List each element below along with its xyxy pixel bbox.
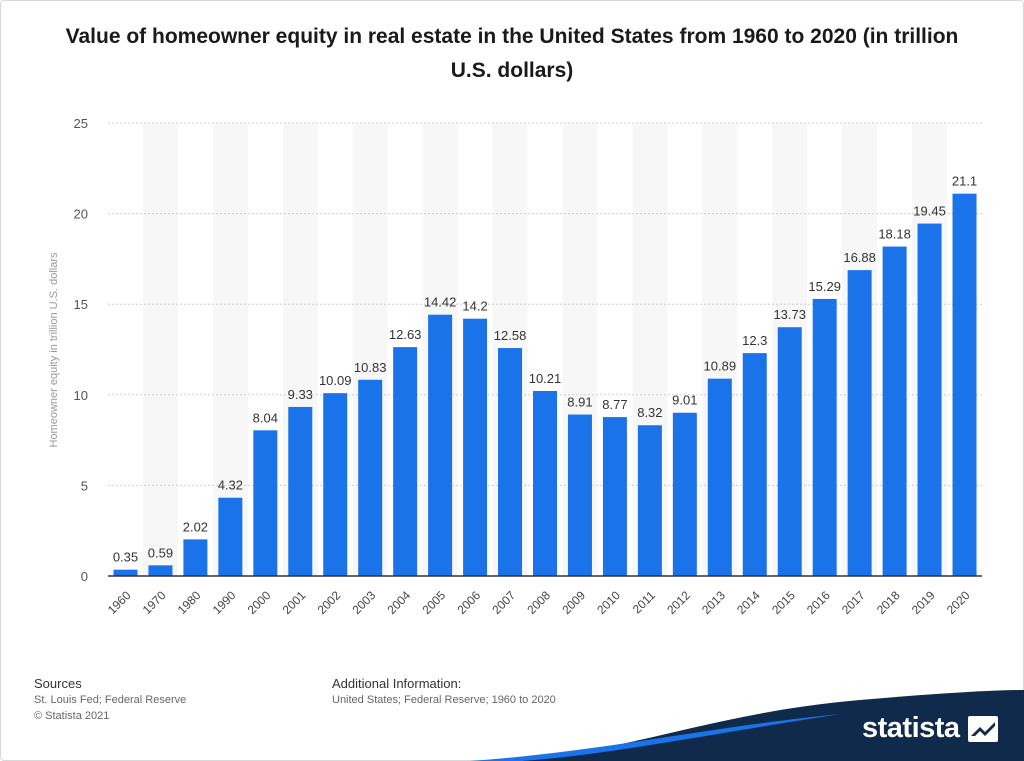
bar xyxy=(323,393,348,576)
bar xyxy=(288,406,313,576)
bar xyxy=(567,414,592,576)
bar xyxy=(358,379,383,576)
bar xyxy=(847,270,872,576)
statista-logo[interactable]: statista xyxy=(862,712,998,745)
bar xyxy=(812,298,837,576)
data-label: 8.04 xyxy=(253,410,278,425)
y-tick-label: 25 xyxy=(74,116,88,131)
y-tick-label: 5 xyxy=(81,478,88,493)
bar xyxy=(637,425,662,576)
data-label: 14.2 xyxy=(462,299,487,314)
copyright-text: © Statista 2021 xyxy=(34,710,110,722)
data-label: 12.63 xyxy=(389,327,422,342)
data-label: 0.35 xyxy=(113,550,138,565)
bar xyxy=(428,314,453,576)
bar xyxy=(393,347,418,576)
additional-info-text: United States; Federal Reserve; 1960 to … xyxy=(332,694,556,706)
data-label: 18.18 xyxy=(878,227,911,242)
data-label: 19.45 xyxy=(913,204,946,219)
bar xyxy=(882,246,907,576)
column-band xyxy=(142,123,178,576)
data-label: 8.77 xyxy=(602,397,627,412)
data-label: 12.58 xyxy=(494,328,527,343)
y-tick-label: 10 xyxy=(74,388,88,403)
bar xyxy=(917,223,942,577)
bar xyxy=(672,412,697,576)
data-label: 13.73 xyxy=(773,307,806,322)
data-label: 16.88 xyxy=(843,250,876,265)
data-label: 2.02 xyxy=(183,519,208,534)
bar xyxy=(602,417,627,576)
bar xyxy=(253,430,278,576)
data-label: 10.83 xyxy=(354,360,387,375)
sources-text: St. Louis Fed; Federal Reserve xyxy=(34,694,187,706)
data-label: 10.89 xyxy=(704,359,737,374)
additional-info-heading[interactable]: Additional Information: xyxy=(332,676,462,691)
data-label: 4.32 xyxy=(218,478,243,493)
bar xyxy=(952,193,977,576)
data-label: 10.09 xyxy=(319,373,352,388)
data-label: 9.33 xyxy=(288,387,313,402)
y-axis-title: Homeowner equity in trillion U.S. dollar… xyxy=(48,252,60,448)
y-tick-label: 20 xyxy=(74,207,88,222)
data-label: 15.29 xyxy=(808,279,841,294)
data-label: 10.21 xyxy=(529,371,562,386)
bar xyxy=(148,565,173,576)
bar xyxy=(777,327,802,576)
data-label: 21.1 xyxy=(952,174,977,189)
chart-title: Value of homeowner equity in real estate… xyxy=(65,25,959,82)
data-label: 9.01 xyxy=(672,393,697,408)
statista-wordmark: statista xyxy=(862,712,960,744)
data-label: 12.3 xyxy=(742,333,767,348)
sources-heading: Sources xyxy=(34,676,82,691)
bar xyxy=(707,378,732,576)
data-label: 8.91 xyxy=(567,395,592,410)
bar xyxy=(742,353,767,576)
data-label: 0.59 xyxy=(148,545,173,560)
bar xyxy=(533,390,557,576)
y-tick-label: 15 xyxy=(74,297,88,312)
y-tick-label: 0 xyxy=(81,569,88,584)
data-label: 8.32 xyxy=(637,405,662,420)
bar xyxy=(463,318,488,576)
statista-logo-icon xyxy=(967,715,998,742)
data-label: 14.42 xyxy=(424,295,457,310)
bar xyxy=(498,348,523,576)
bar xyxy=(183,539,208,576)
bar xyxy=(113,569,138,576)
bar xyxy=(218,497,243,576)
